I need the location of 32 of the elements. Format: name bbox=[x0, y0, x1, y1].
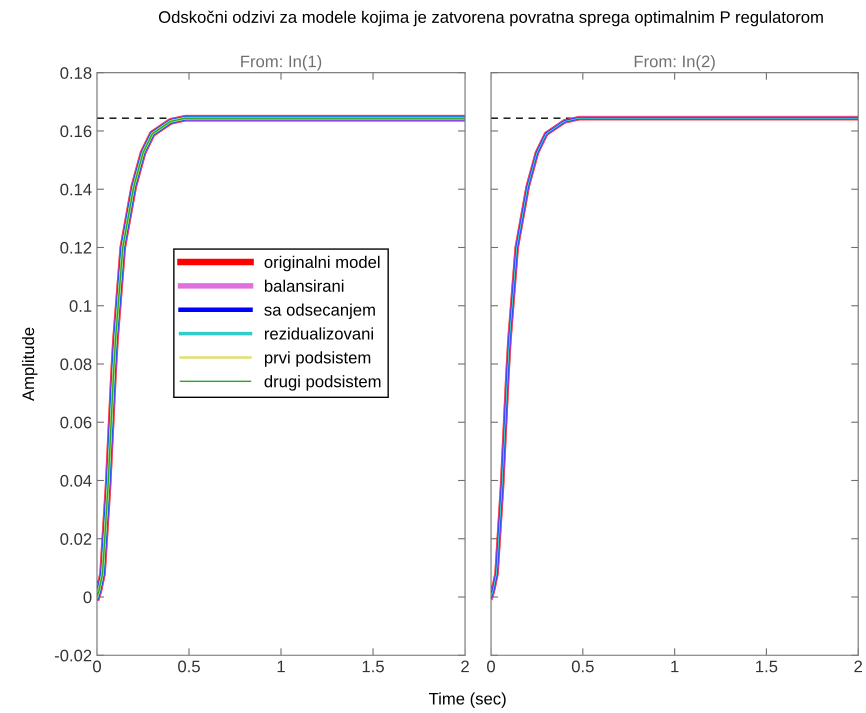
y-axis-title: Amplitude bbox=[22, 328, 38, 402]
y-tick-label: 0.18 bbox=[60, 67, 92, 79]
legend-label: prvi podsistem bbox=[264, 351, 370, 367]
legend-label: originalni model bbox=[264, 256, 380, 272]
x-tick-label: 0.5 bbox=[178, 660, 200, 672]
x-tick-label: 2 bbox=[461, 660, 469, 672]
x-tick-label: 1.5 bbox=[362, 660, 384, 672]
y-tick-label: 0.08 bbox=[60, 358, 92, 370]
x-tick-label: 0 bbox=[487, 660, 496, 672]
y-tick-label: 0.02 bbox=[60, 533, 92, 545]
y-tick-label: 0.1 bbox=[70, 300, 92, 312]
x-tick-label: 1.5 bbox=[756, 660, 778, 672]
x-tick-label: 0 bbox=[93, 660, 101, 672]
y-tick-label: 0.16 bbox=[60, 125, 92, 138]
legend-label: rezidualizovani bbox=[264, 327, 373, 340]
legend-label: drugi podsistem bbox=[264, 375, 380, 391]
x-tick-label: 1 bbox=[671, 660, 678, 672]
y-tick-label: 0.06 bbox=[60, 416, 92, 428]
y-tick-label: 0.14 bbox=[60, 184, 92, 196]
y-tick-label: 0 bbox=[84, 591, 92, 604]
legend-label: sa odsecanjem bbox=[264, 304, 375, 320]
chart-title: Odskočni odzivi za modele kojima je zatvorena povratna sprega optimalnim P regulatorom bbox=[158, 10, 823, 26]
x-tick-label: 2 bbox=[854, 660, 862, 672]
y-tick-label: 0.12 bbox=[60, 242, 92, 254]
y-tick-label: 0.04 bbox=[60, 474, 92, 487]
x-tick-label: 0.5 bbox=[572, 660, 594, 672]
legend-label: balansirani bbox=[264, 280, 344, 292]
chart-subtitle: From: In(2) bbox=[634, 55, 715, 71]
chart-subtitle: From: In(1) bbox=[241, 55, 322, 71]
x-tick-label: 1 bbox=[278, 660, 285, 672]
x-axis-title: Time (sec) bbox=[428, 692, 506, 708]
y-tick-label: -0.02 bbox=[54, 650, 92, 662]
